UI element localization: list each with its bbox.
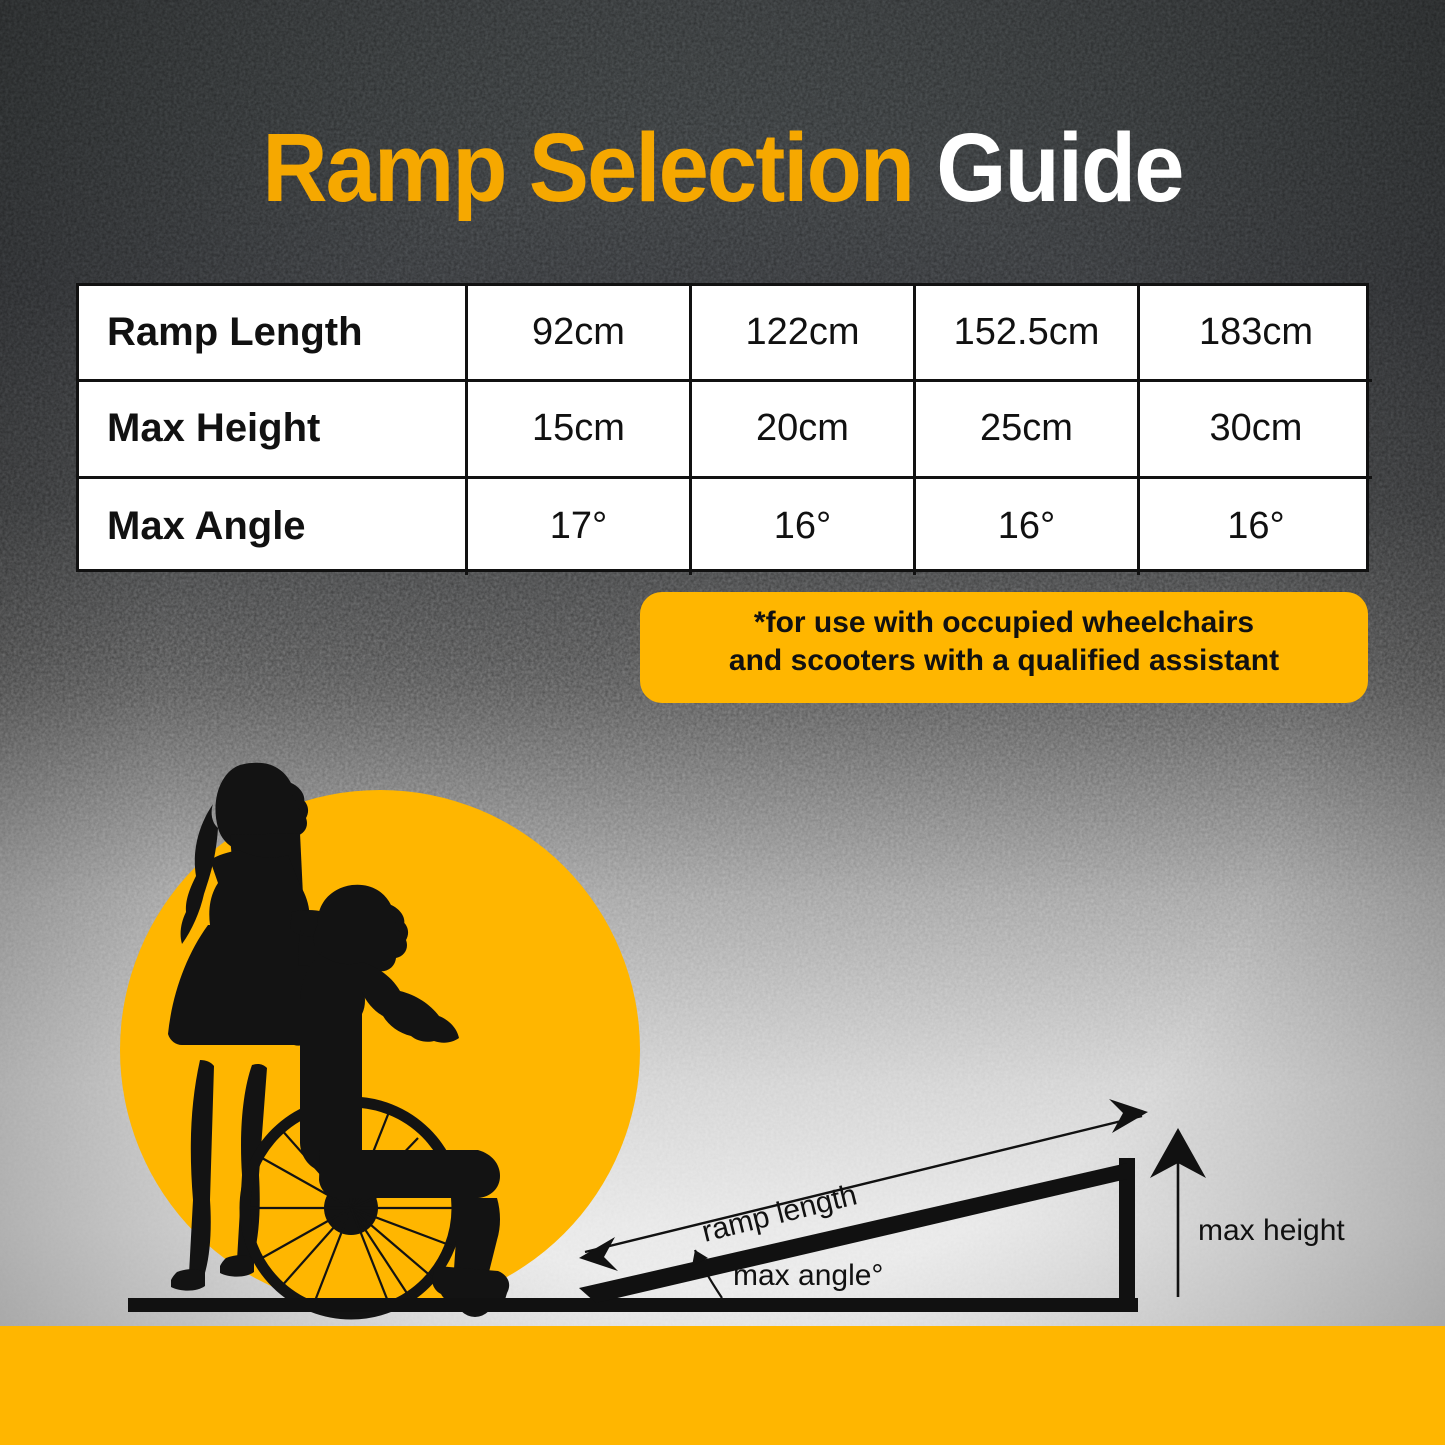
svg-text:max height: max height [1198,1214,1345,1247]
svg-text:max angle°: max angle° [733,1259,883,1292]
